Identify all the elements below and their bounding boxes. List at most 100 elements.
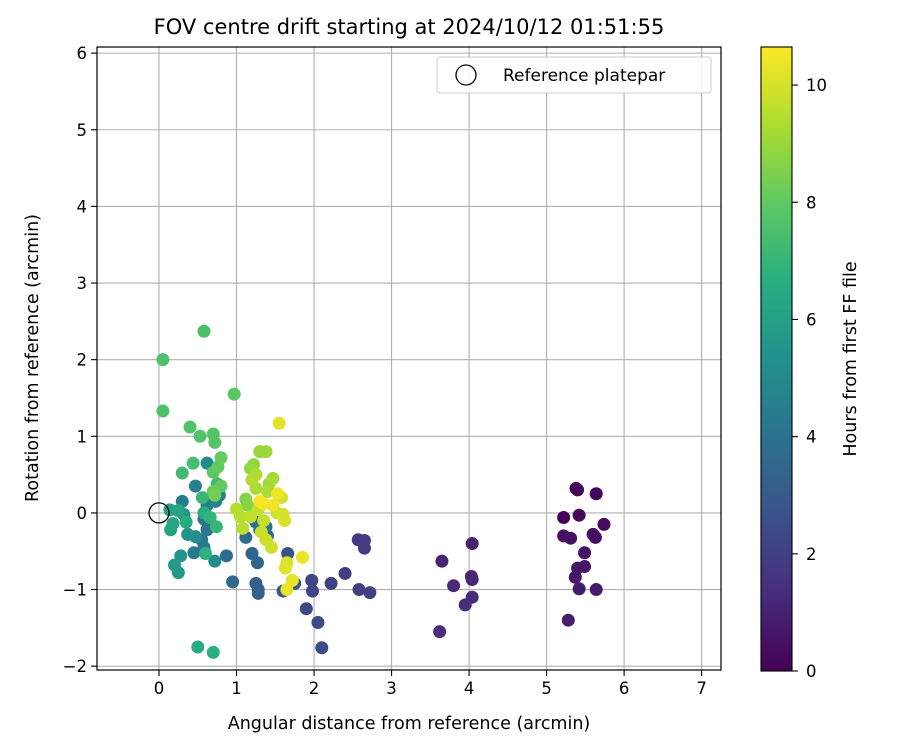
colorbar-label: Hours from first FF file [841, 261, 861, 456]
data-point [311, 615, 325, 629]
data-point [156, 404, 170, 418]
data-point [156, 353, 170, 367]
colorbar-tick-label: 10 [806, 76, 827, 95]
y-tick-label: 1 [77, 427, 88, 446]
data-point [226, 575, 240, 589]
y-tick-label: 0 [77, 504, 88, 523]
colorbar-tick-label: 4 [806, 428, 817, 447]
colorbar-tick-label: 0 [806, 662, 817, 681]
y-tick-label: 5 [77, 121, 88, 140]
data-point [564, 531, 578, 545]
y-axis-ticks: −2 −1 0 1 2 3 4 5 6 [63, 44, 97, 676]
y-tick-label: 3 [77, 274, 88, 293]
legend-box [436, 56, 712, 94]
legend-marker [455, 64, 477, 86]
colorbar-tick-label: 6 [806, 310, 817, 329]
colorbar-tick-label: 8 [806, 193, 817, 212]
x-tick-label: 2 [309, 679, 320, 698]
data-point [197, 324, 211, 338]
chart-title: FOV centre drift starting at 2024/10/12 … [154, 15, 665, 39]
data-point [183, 420, 197, 434]
y-axis-label: Rotation from reference (arcmin) [23, 214, 43, 502]
colorbar-gradient [760, 46, 793, 672]
data-point [181, 527, 195, 541]
data-point [465, 537, 479, 551]
data-point [166, 517, 180, 531]
data-point [219, 549, 233, 563]
data-point [280, 583, 294, 597]
data-point [209, 520, 223, 534]
data-point [247, 458, 261, 472]
data-point [168, 558, 182, 572]
data-point [357, 541, 371, 555]
data-point [227, 387, 241, 401]
data-point [588, 530, 602, 544]
data-point [572, 508, 586, 522]
data-point [295, 550, 309, 564]
data-point [324, 576, 338, 590]
data-point [251, 586, 265, 600]
data-point [175, 466, 189, 480]
data-point [259, 445, 273, 459]
y-tick-label: 6 [77, 44, 88, 63]
data-point [589, 487, 603, 501]
data-point [458, 598, 472, 612]
data-point [188, 479, 202, 493]
data-point [199, 547, 213, 561]
data-point [174, 549, 188, 563]
reference-point [148, 502, 170, 524]
data-points [156, 324, 611, 659]
plot-frame [96, 46, 722, 671]
data-point [568, 570, 582, 584]
data-point [572, 582, 586, 596]
data-point [214, 451, 228, 465]
y-tick-label: 4 [77, 197, 88, 216]
x-tick-label: 7 [696, 679, 707, 698]
data-point [278, 561, 292, 575]
data-point [271, 487, 285, 501]
data-point [433, 625, 447, 639]
data-point [179, 515, 193, 529]
x-tick-label: 0 [154, 679, 165, 698]
data-point [186, 456, 200, 470]
data-point [236, 521, 250, 535]
data-point [200, 456, 214, 470]
y-tick-label: 2 [77, 351, 88, 370]
data-point [571, 483, 585, 497]
data-point [206, 645, 220, 659]
data-point [266, 471, 280, 485]
x-tick-label: 3 [386, 679, 397, 698]
data-point [195, 491, 209, 505]
y-tick-label: −1 [63, 581, 87, 600]
data-point [305, 584, 319, 598]
data-point [447, 579, 461, 593]
data-point [203, 511, 217, 525]
data-point [240, 498, 254, 512]
data-point [597, 517, 611, 531]
data-point [272, 416, 286, 430]
data-point [589, 583, 603, 597]
colorbar-tick-label: 2 [806, 545, 817, 564]
data-point [191, 640, 205, 654]
data-point [435, 554, 449, 568]
x-tick-label: 6 [619, 679, 630, 698]
colorbar-ticks: 0 2 4 6 8 10 [792, 76, 827, 681]
data-point [208, 488, 222, 502]
data-point [278, 514, 292, 528]
x-tick-label: 1 [231, 679, 242, 698]
data-point [253, 494, 267, 508]
data-point [338, 566, 352, 580]
data-point [561, 613, 575, 627]
data-point [557, 511, 571, 525]
data-point [245, 473, 259, 487]
grid-lines [97, 47, 721, 670]
data-point [465, 573, 479, 587]
legend-label: Reference platepar [503, 66, 665, 86]
y-tick-label: −2 [63, 657, 87, 676]
data-point [264, 540, 278, 554]
x-tick-label: 5 [541, 679, 552, 698]
data-point [352, 583, 366, 597]
data-point [193, 429, 207, 443]
data-point [208, 554, 222, 568]
